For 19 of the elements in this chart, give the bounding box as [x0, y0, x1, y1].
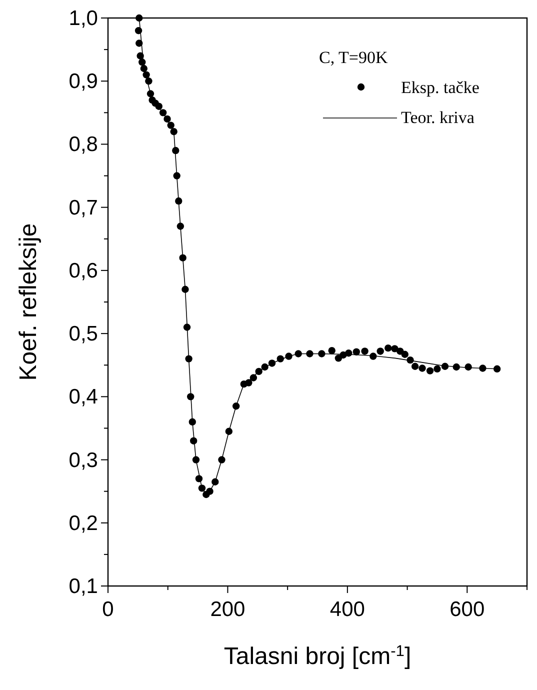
x-tick-label: 400: [330, 598, 365, 621]
legend-label: Teor. kriva: [401, 108, 475, 127]
y-tick-label: 0,5: [68, 322, 98, 346]
y-tick-label: 0,2: [68, 512, 98, 535]
x-tick-label: 600: [450, 598, 485, 621]
y-tick-label: 0,3: [68, 448, 98, 472]
legend-title: C, T=90K: [319, 48, 389, 67]
legend-label: Eksp. tačke: [401, 78, 480, 97]
y-tick-label: 0,1: [68, 575, 98, 598]
y-tick-label: 0,6: [68, 259, 98, 282]
x-axis-title: Talasni broj [cm$^{-1}$]: [224, 642, 412, 670]
x-tick-label: 0: [102, 598, 114, 621]
y-axis-title: Koef. refleksije: [15, 223, 42, 381]
x-tick-label: 200: [210, 598, 246, 621]
y-tick-label: 0,8: [68, 133, 98, 156]
y-tick-label: 0,9: [68, 70, 98, 94]
y-tick-label: 0,7: [68, 196, 98, 220]
y-tick-label: 1,0: [68, 7, 98, 30]
y-tick-label: 0,4: [68, 386, 98, 409]
